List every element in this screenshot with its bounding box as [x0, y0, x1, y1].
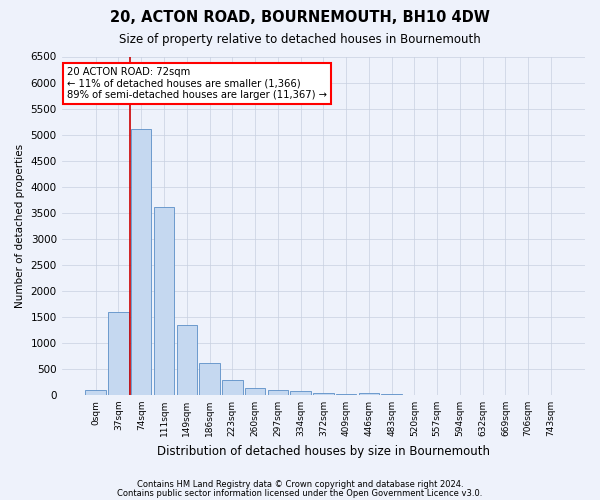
Bar — [85, 390, 106, 395]
Bar — [313, 392, 334, 395]
Text: Size of property relative to detached houses in Bournemouth: Size of property relative to detached ho… — [119, 32, 481, 46]
Bar — [131, 130, 151, 395]
Bar — [176, 324, 197, 395]
Bar — [154, 208, 174, 395]
Bar — [268, 390, 288, 395]
Bar — [336, 394, 356, 395]
Text: 20, ACTON ROAD, BOURNEMOUTH, BH10 4DW: 20, ACTON ROAD, BOURNEMOUTH, BH10 4DW — [110, 10, 490, 25]
Bar — [290, 391, 311, 395]
Bar — [222, 380, 242, 395]
Y-axis label: Number of detached properties: Number of detached properties — [15, 144, 25, 308]
Text: Contains public sector information licensed under the Open Government Licence v3: Contains public sector information licen… — [118, 488, 482, 498]
Bar — [382, 394, 402, 395]
Text: Contains HM Land Registry data © Crown copyright and database right 2024.: Contains HM Land Registry data © Crown c… — [137, 480, 463, 489]
Bar — [359, 392, 379, 395]
Bar — [199, 362, 220, 395]
Text: 20 ACTON ROAD: 72sqm
← 11% of detached houses are smaller (1,366)
89% of semi-de: 20 ACTON ROAD: 72sqm ← 11% of detached h… — [67, 66, 327, 100]
Bar — [245, 388, 265, 395]
Bar — [108, 312, 129, 395]
X-axis label: Distribution of detached houses by size in Bournemouth: Distribution of detached houses by size … — [157, 444, 490, 458]
